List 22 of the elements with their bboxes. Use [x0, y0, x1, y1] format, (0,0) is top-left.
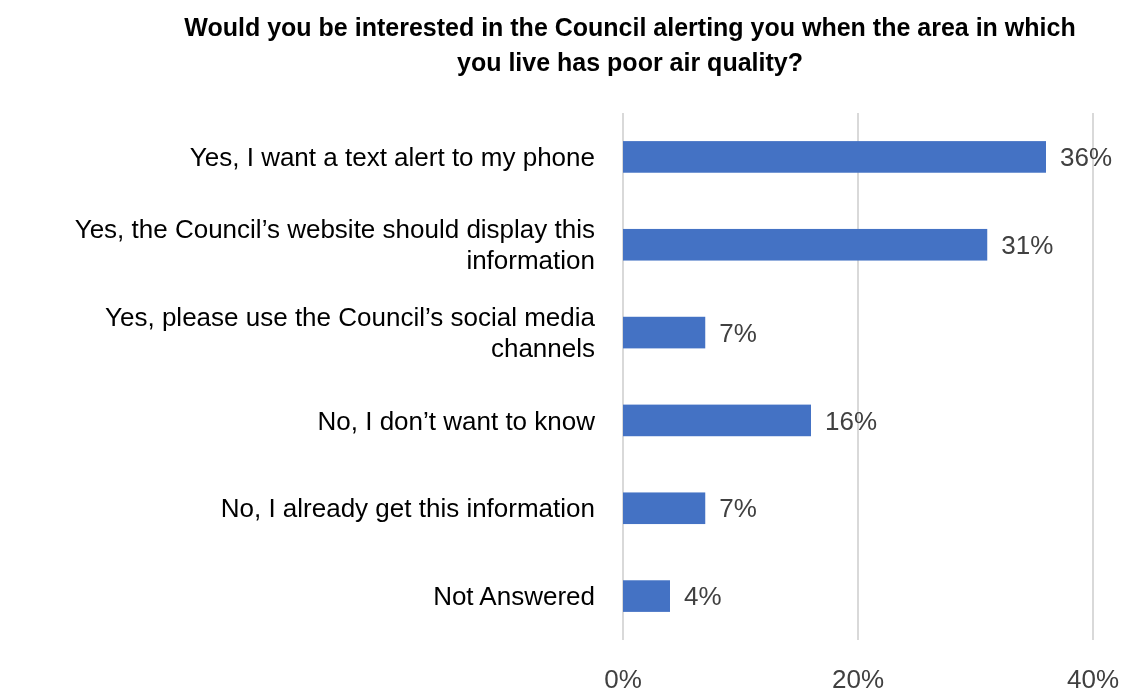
- y-tick-label: No, I don’t want to know: [317, 405, 596, 436]
- data-label: 16%: [825, 405, 878, 436]
- y-tick-label: No, I already get this information: [220, 493, 595, 524]
- bar: [623, 228, 988, 261]
- bar: [623, 316, 706, 349]
- x-tick-label: 20%: [831, 664, 885, 692]
- bar: [623, 141, 1046, 173]
- data-label: 4%: [684, 581, 722, 612]
- chart-title: Would you be interested in the Council alerting you when the area in which you live has poor air quality?: [184, 13, 1076, 76]
- data-label: 7%: [719, 317, 757, 348]
- data-label: 36%: [1060, 142, 1113, 173]
- x-tick-label: 0%: [604, 664, 642, 692]
- data-label: 7%: [719, 493, 757, 524]
- y-tick-label: Not Answered: [433, 581, 595, 612]
- y-tick-label: Yes, I want a text alert to my phone: [189, 142, 595, 173]
- y-tick-label: Yes, the Council’s website should display this information: [74, 214, 595, 276]
- data-label: 31%: [1001, 229, 1054, 260]
- y-tick-label: Yes, please use the Council’s social media channels: [105, 302, 596, 364]
- bar: [623, 580, 670, 612]
- bar: [623, 404, 811, 437]
- bar: [623, 492, 706, 525]
- x-tick-label: 40%: [1066, 664, 1120, 692]
